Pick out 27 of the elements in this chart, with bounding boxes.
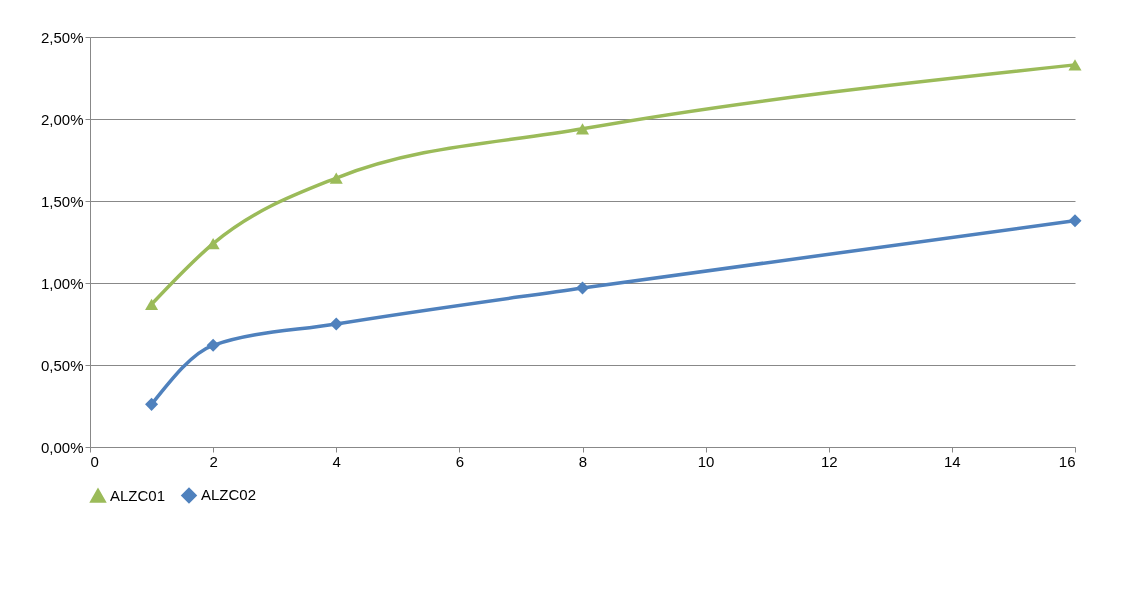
y-tick-label: 0,00% [40,438,84,456]
y-tick-label: 1,50% [40,192,84,210]
x-tick-label: 0 [90,452,99,470]
x-tick-label: 10 [697,452,715,470]
y-tick-label: 2,00% [40,110,84,128]
point [329,172,343,184]
point [575,123,590,135]
point [145,397,159,411]
point [1068,59,1082,71]
point [206,338,220,352]
point [329,317,343,331]
y-tick-label: 2,50% [40,28,84,46]
point [206,237,220,250]
x-tick-label: 6 [455,452,465,470]
point [145,298,159,310]
x-tick-label: 16 [1058,452,1076,470]
legend-label: ALZC02 [201,486,257,504]
x-tick-label: 2 [209,452,218,470]
legend-label: ALZC01 [110,486,166,504]
point [1068,214,1082,228]
x-tick-label: 4 [332,452,341,470]
y-tick-label: 0,50% [40,356,84,374]
x-tick-label: 12 [820,452,838,470]
x-tick-label: 14 [944,452,961,470]
x-tick-label: 8 [578,452,588,470]
y-tick-label: 1,00% [40,274,84,292]
point [575,281,590,295]
